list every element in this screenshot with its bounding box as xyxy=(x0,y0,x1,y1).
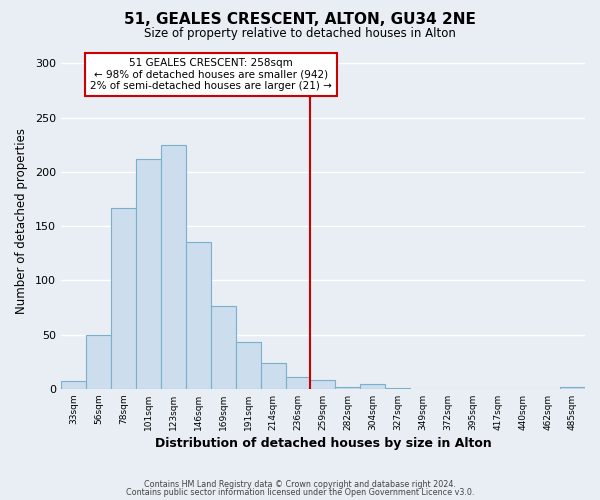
Bar xyxy=(61,381,86,389)
Bar xyxy=(286,377,310,389)
Text: Contains HM Land Registry data © Crown copyright and database right 2024.: Contains HM Land Registry data © Crown c… xyxy=(144,480,456,489)
Text: 51, GEALES CRESCENT, ALTON, GU34 2NE: 51, GEALES CRESCENT, ALTON, GU34 2NE xyxy=(124,12,476,28)
Bar xyxy=(260,363,286,389)
Text: Contains public sector information licensed under the Open Government Licence v3: Contains public sector information licen… xyxy=(126,488,474,497)
X-axis label: Distribution of detached houses by size in Alton: Distribution of detached houses by size … xyxy=(155,437,491,450)
Bar xyxy=(361,384,385,389)
Bar xyxy=(161,144,186,389)
Bar xyxy=(86,334,111,389)
Text: 51 GEALES CRESCENT: 258sqm
← 98% of detached houses are smaller (942)
2% of semi: 51 GEALES CRESCENT: 258sqm ← 98% of deta… xyxy=(90,58,332,91)
Y-axis label: Number of detached properties: Number of detached properties xyxy=(15,128,28,314)
Bar xyxy=(211,306,236,389)
Bar xyxy=(385,388,410,389)
Bar xyxy=(335,386,361,389)
Bar xyxy=(236,342,260,389)
Text: Size of property relative to detached houses in Alton: Size of property relative to detached ho… xyxy=(144,28,456,40)
Bar xyxy=(560,386,585,389)
Bar xyxy=(310,380,335,389)
Bar xyxy=(111,208,136,389)
Bar xyxy=(186,242,211,389)
Bar xyxy=(136,159,161,389)
